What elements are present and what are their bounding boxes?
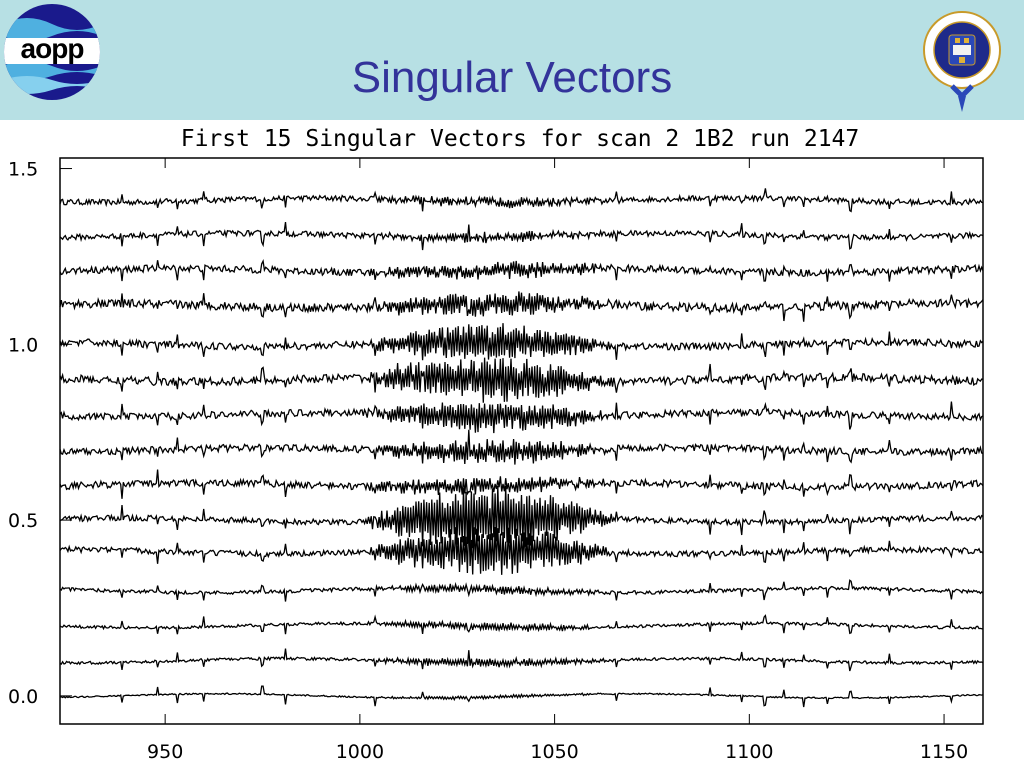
- singular-vector-14: [59, 648, 984, 672]
- x-tick-label: 1000: [336, 741, 384, 763]
- singular-vector-5: [59, 323, 984, 361]
- singular-vector-7: [59, 401, 984, 434]
- x-tick-label: 950: [147, 741, 183, 763]
- series-group: [59, 188, 984, 708]
- slide-title: Singular Vectors: [351, 53, 673, 102]
- y-tick-label: 0.5: [8, 510, 38, 532]
- x-tick-label: 1050: [530, 741, 578, 763]
- y-tick-label: 1.5: [8, 159, 38, 181]
- x-tick-label: 1150: [920, 741, 968, 763]
- oxford-crest-icon: [923, 11, 1001, 112]
- singular-vector-6: [59, 357, 984, 403]
- singular-vector-4: [59, 291, 984, 322]
- chart-title: First 15 Singular Vectors for scan 2 1B2…: [181, 126, 860, 152]
- x-axis: 950 1000 1050 1100 1150: [147, 158, 968, 763]
- singular-vector-13: [59, 614, 984, 635]
- y-tick-label: 1.0: [8, 334, 38, 356]
- aopp-logo-icon: [4, 4, 100, 100]
- singular-vector-9: [59, 469, 984, 499]
- aopp-logo-text: aopp: [20, 33, 85, 64]
- plot-frame: [59, 157, 984, 725]
- slide-header: aopp Singular Vectors: [0, 0, 1024, 120]
- y-tick-label: 0.0: [8, 686, 38, 708]
- singular-vector-12: [59, 579, 984, 602]
- singular-vector-2: [59, 222, 984, 251]
- x-tick-label: 1100: [725, 741, 773, 763]
- singular-vector-15: [59, 685, 984, 708]
- singular-vector-8: [59, 429, 984, 465]
- y-axis: 0.0 0.5 1.0 1.5: [8, 159, 72, 708]
- singular-vector-1: [59, 188, 984, 213]
- singular-vector-10: [59, 485, 984, 550]
- singular-vectors-chart: First 15 Singular Vectors for scan 2 1B2…: [8, 126, 984, 763]
- singular-vector-3: [59, 259, 984, 282]
- singular-vector-11: [59, 517, 984, 575]
